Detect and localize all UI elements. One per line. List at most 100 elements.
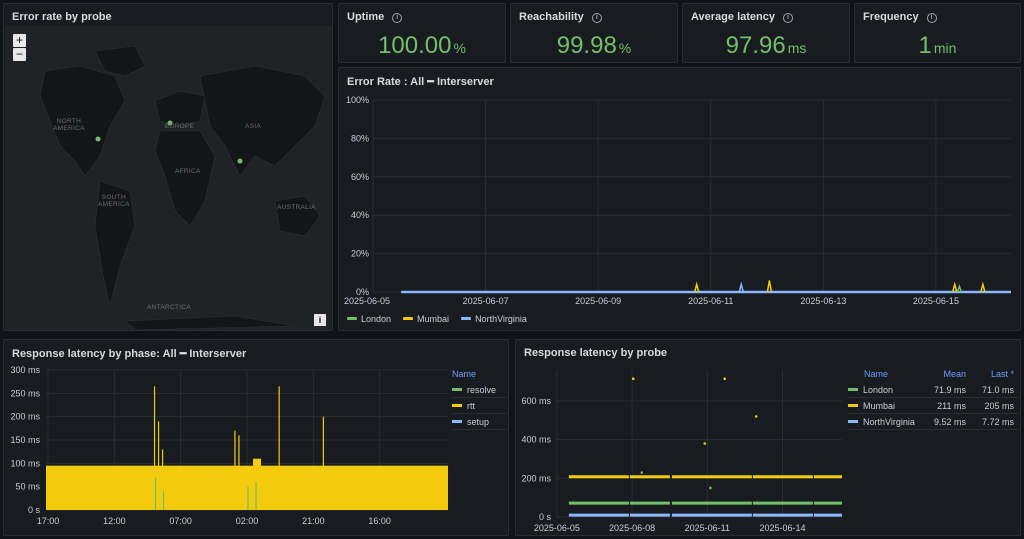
outlier-point [631,377,635,381]
error-spike-london [956,283,963,293]
label-africa: AFRICA [175,168,201,175]
error-spike-mumbai [980,281,986,293]
error-rate-legend: London Mumbai NorthVirginia [347,314,527,324]
map-info-button[interactable]: i [314,314,326,326]
col-mean[interactable]: Mean [943,369,966,379]
x-tick-label: 12:00 [103,516,126,526]
x-tick-label: 2025-06-14 [759,523,805,533]
stat-value: 100.00% [378,32,466,59]
world-map[interactable]: NORTH AMERICA EUROPE ASIA AFRICA SOUTH A… [5,26,332,330]
stat-frequency: Frequency i 1 min [854,3,1021,63]
x-tick-label: 2025-06-05 [534,523,580,533]
stat-title: Uptime [347,11,385,23]
outlier-point [709,486,712,490]
rtt-area [46,465,448,510]
legend-row[interactable]: setup [452,414,506,430]
label-australia: AUSTRALIA [277,204,316,211]
y-tick-label: 20% [351,249,369,259]
x-tick-label: 2025-06-11 [688,296,733,306]
y-tick-label: 40% [351,210,369,220]
phase-legend-table: Name resolve rtt setup [452,366,506,430]
y-tick-label: 100% [346,95,369,105]
x-tick-label: 2025-06-13 [800,296,846,306]
legend-item[interactable]: NorthVirginia [461,314,527,324]
y-tick-label: 600 ms [521,396,551,406]
probe-northvirginia [95,136,101,142]
label-europe: EUROPE [165,123,195,130]
error-spike-mumbai [693,281,700,293]
col-name[interactable]: Name [864,369,889,379]
y-tick-label: 100 ms [10,458,40,468]
stat-uptime: Uptime i 100.00% [338,3,506,63]
info-icon[interactable]: i [782,13,793,23]
x-tick-label: 17:00 [37,516,60,526]
legend-item[interactable]: London [347,314,391,324]
panel-title: Response latency by probe [524,347,668,359]
label-north-america: NORTH AMERICA [53,118,85,132]
x-tick-label: 2025-06-09 [575,296,621,306]
probe-stats-table: Name Mean Last * London 71.9 ms 71.0 ms … [848,366,1018,430]
label-asia: ASIA [245,123,262,130]
stat-value: 97.96 ms [725,32,807,59]
latency-probe-panel: Response latency by probe 0 s 200 ms 400 m… [515,339,1021,536]
x-tick-label: 21:00 [302,516,325,526]
x-tick-label: 2025-06-11 [685,523,730,533]
info-icon[interactable]: i [591,13,602,23]
x-tick-label: 16:00 [368,516,391,526]
panel-title: Response latency by phase: All ━ Interse… [12,348,247,360]
zoom-out-button[interactable]: − [13,48,26,61]
map-panel: Error rate by probe NORTH AMERICA EUROPE… [3,3,333,331]
table-row[interactable]: Mumbai 211 ms 205 ms [848,398,1018,414]
probe-london [167,120,173,126]
latency-probe-chart[interactable]: 0 s 200 ms 400 ms 600 ms 2025-06-05 2025-06-0… [516,362,846,534]
latency-phase-chart[interactable]: 0 s 50 ms 100 ms 150 ms 200 ms 250 ms 300 ms 17… [4,362,454,534]
y-tick-label: 0 s [28,505,41,515]
zoom-in-button[interactable]: + [13,34,26,47]
stat-value: 1 min [918,32,957,59]
stat-reachability: Reachability i 99.98% [510,3,678,63]
legend-row[interactable]: rtt [452,398,506,414]
info-icon[interactable]: i [926,13,937,23]
world-map-svg [39,45,326,330]
error-spike-mumbai [766,280,773,293]
table-row[interactable]: London 71.9 ms 71.0 ms [848,382,1018,398]
table-row[interactable]: NorthVirginia 9.52 ms 7.72 ms [848,414,1018,430]
y-tick-label: 200 ms [10,412,40,422]
x-tick-label: 2025-06-08 [609,523,655,533]
legend-header[interactable]: Name [452,369,477,379]
rtt-bump [253,458,262,510]
legend-item[interactable]: Mumbai [403,314,449,324]
latency-phase-panel: Response latency by phase: All ━ Interse… [3,339,509,536]
label-antarctica: ANTARCTICA [147,304,192,311]
x-tick-label: 2025-06-15 [913,296,959,306]
error-rate-chart[interactable]: 0% 20% 40% 60% 80% 100% 2025-06-05 2025-06-07 20… [339,88,1022,310]
error-spike-northvirginia [738,281,744,293]
info-icon[interactable]: i [392,13,403,23]
y-tick-label: 200 ms [521,473,551,483]
outlier-point [754,415,758,418]
x-tick-label: 2025-06-05 [344,296,390,306]
y-tick-label: 250 ms [10,388,40,398]
x-tick-label: 07:00 [169,516,192,526]
y-tick-label: 50 ms [15,482,40,492]
panel-title: Error rate by probe [12,11,112,23]
stat-title: Frequency [863,11,919,23]
probe-mumbai [237,158,243,164]
y-tick-label: 60% [351,172,369,182]
y-tick-label: 80% [351,133,369,143]
stat-title: Average latency [691,11,775,23]
outlier-point [703,442,707,445]
table-header: Name Mean Last * [848,366,1018,382]
y-tick-label: 0 s [539,512,552,522]
y-tick-label: 300 ms [10,365,40,375]
stat-value: 99.98% [556,32,632,59]
stat-title: Reachability [519,11,584,23]
y-tick-label: 0% [356,287,369,297]
outlier-point [723,377,727,381]
panel-title: Error Rate : All ━ Interserver [347,76,494,88]
error-spike-mumbai [951,281,958,293]
y-tick-label: 150 ms [10,435,40,445]
error-rate-panel: Error Rate : All ━ Interserver 0% 20% 40% 6… [338,67,1021,331]
legend-row[interactable]: resolve [452,382,506,398]
col-last[interactable]: Last * [990,369,1014,379]
